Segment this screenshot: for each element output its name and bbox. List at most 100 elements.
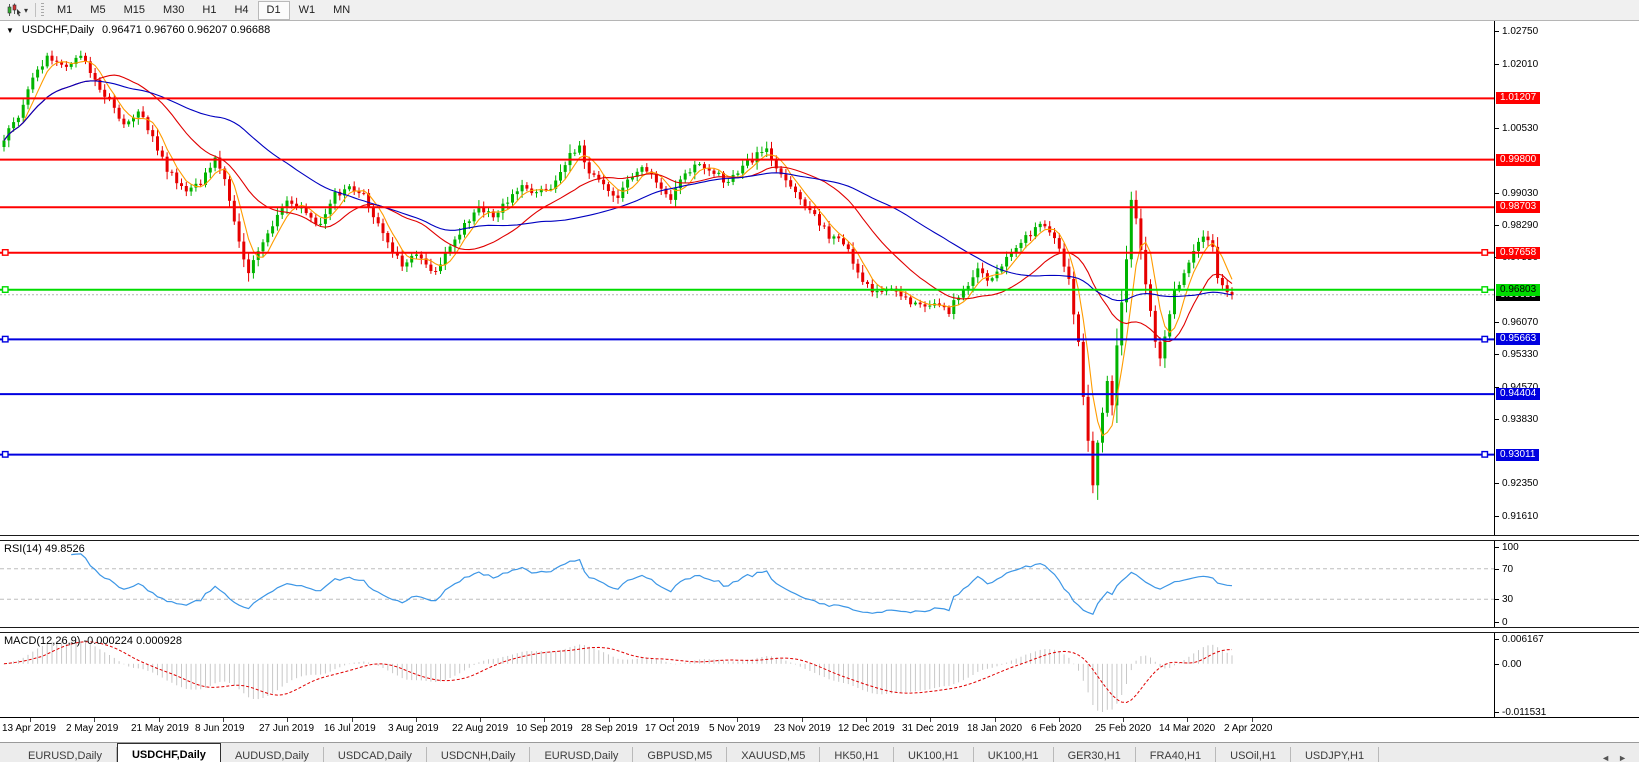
date-label: 6 Feb 2020: [1031, 723, 1082, 734]
hline-handle[interactable]: [1, 450, 9, 458]
macd-tick: 0.00: [1495, 658, 1521, 670]
chart-cursor-icon[interactable]: ▾: [2, 2, 32, 18]
macd-signal-line: [3, 641, 1233, 704]
hline-handle[interactable]: [1481, 248, 1489, 256]
date-label: 17 Oct 2019: [645, 723, 700, 734]
macd-tick: -0.011531: [1495, 706, 1546, 718]
hline-price-label: 1.01207: [1496, 92, 1541, 104]
timeframe-button-W1[interactable]: W1: [298, 3, 316, 16]
rsi-tick: 70: [1495, 563, 1513, 575]
chart-tab-xauusd-m5[interactable]: XAUUSD,M5: [727, 747, 821, 762]
time-tick: [352, 718, 353, 722]
macd-label: MACD(12,26,9) -0.000224 0.000928: [4, 635, 182, 647]
time-tick: [30, 718, 31, 722]
chart-tab-usdcad-daily[interactable]: USDCAD,Daily: [324, 747, 427, 762]
date-label: 2 Apr 2020: [1224, 723, 1273, 734]
price-tick: 0.94570: [1495, 381, 1538, 393]
time-tick: [1252, 718, 1253, 722]
tab-scroll-buttons: ◄ ►: [1601, 753, 1639, 762]
chart-tab-eurusd-daily[interactable]: EURUSD,Daily: [530, 747, 634, 762]
hline-price-label: 0.95663: [1496, 333, 1541, 345]
date-label: 2 May 2019: [66, 723, 119, 734]
price-axis[interactable]: 1.027501.020101.005300.990300.982900.975…: [1494, 21, 1639, 535]
chart-tab-eurusd-daily[interactable]: EURUSD,Daily: [14, 747, 117, 762]
date-label: 23 Nov 2019: [774, 723, 831, 734]
hline-handle[interactable]: [1, 286, 9, 293]
hline-handle[interactable]: [1, 248, 9, 256]
chart-tab-uk100-h1[interactable]: UK100,H1: [974, 747, 1054, 762]
tab-scroll-left-icon[interactable]: ◄: [1601, 753, 1611, 762]
rsi-tick: 30: [1495, 593, 1513, 605]
price-plot[interactable]: [0, 21, 1494, 535]
time-axis[interactable]: 13 Apr 2019 2 May 2019 21 May 2019 8 Jun 20…: [0, 717, 1639, 742]
macd-axis: 0.006167 0.00 -0.011531: [1494, 633, 1639, 718]
chart-tab-usoil-h1[interactable]: USOil,H1: [1216, 747, 1291, 762]
time-tick: [544, 718, 545, 722]
hline-handle[interactable]: [1481, 286, 1489, 293]
chart-title: ▼ USDCHF,Daily 0.96471 0.96760 0.96207 0…: [6, 24, 270, 36]
ma-5-line[interactable]: [3, 60, 1233, 437]
date-label: 31 Dec 2019: [902, 723, 959, 734]
price-tick: 0.95330: [1495, 348, 1538, 360]
chart-tab-ger30-h1[interactable]: GER30,H1: [1054, 747, 1136, 762]
timeframe-buttons: M1 M5 M15 M30 H1 H4 D1 W1 MN: [48, 0, 359, 20]
chart-tab-hk50-h1[interactable]: HK50,H1: [820, 747, 895, 762]
time-tick: [673, 718, 674, 722]
tab-scroll-right-icon[interactable]: ►: [1618, 753, 1627, 762]
chart-tab-usdcnh-daily[interactable]: USDCNH,Daily: [427, 747, 531, 762]
collapse-arrow-icon[interactable]: ▼: [6, 25, 14, 35]
hline-handle[interactable]: [1481, 335, 1489, 343]
hline-handle[interactable]: [1481, 450, 1489, 458]
toolbar-grip: [41, 3, 45, 17]
chart-tab-usdchf-daily[interactable]: USDCHF,Daily: [116, 743, 221, 762]
chart-tab-uk100-h1[interactable]: UK100,H1: [894, 747, 974, 762]
date-label: 21 May 2019: [131, 723, 189, 734]
price-tick: 0.93830: [1495, 413, 1538, 425]
chart-tab-usdjpy-h1[interactable]: USDJPY,H1: [1291, 747, 1380, 762]
timeframe-button-M1[interactable]: M1: [57, 3, 73, 16]
ma-20-line[interactable]: [3, 74, 1233, 342]
timeframe-button-M30[interactable]: M30: [162, 3, 185, 16]
chart-tab-bar: EURUSD,Daily USDCHF,Daily AUDUSD,Daily USDC…: [0, 742, 1639, 762]
time-tick: [737, 718, 738, 722]
timeframe-button-D1[interactable]: D1: [257, 0, 290, 20]
panel-separator[interactable]: [0, 535, 1639, 541]
time-tick: [287, 718, 288, 722]
chart-tab-audusd-daily[interactable]: AUDUSD,Daily: [221, 747, 324, 762]
macd-tick: 0.006167: [1495, 633, 1544, 645]
chart-window: 1.027501.020101.005300.990300.982900.975…: [0, 21, 1639, 742]
date-label: 3 Aug 2019: [388, 723, 439, 734]
time-tick: [1123, 718, 1124, 722]
date-label: 12 Dec 2019: [838, 723, 895, 734]
price-tick: 0.92350: [1495, 477, 1538, 489]
hline-price-label: 0.97658: [1496, 247, 1541, 259]
rsi-panel: 100 70 30 0 RSI(14) 49.8526: [0, 541, 1639, 628]
chart-ohlc-values: 0.96471 0.96760 0.96207 0.96688: [102, 24, 271, 36]
chart-tabs: EURUSD,Daily USDCHF,Daily AUDUSD,Daily USDC…: [0, 743, 1380, 762]
timeframe-button-H4[interactable]: H4: [234, 3, 249, 16]
price-tick: 0.98290: [1495, 219, 1538, 231]
hline-price-label: 0.94404: [1496, 388, 1541, 400]
timeframe-button-M5[interactable]: M5: [90, 3, 106, 16]
macd-panel: 0.006167 0.00 -0.011531 MACD(12,26,9) -0.0…: [0, 633, 1639, 718]
date-label: 27 Jun 2019: [259, 723, 315, 734]
timeframe-button-MN[interactable]: MN: [333, 3, 351, 16]
chart-tab-gbpusd-m5[interactable]: GBPUSD,M5: [633, 747, 728, 762]
panel-separator[interactable]: [0, 627, 1639, 633]
time-tick: [94, 718, 95, 722]
price-tick: 0.99030: [1495, 187, 1538, 199]
date-label: 8 Jun 2019: [195, 723, 245, 734]
macd-plot[interactable]: [0, 633, 1494, 717]
timeframe-button-M15[interactable]: M15: [123, 3, 145, 16]
date-label: 16 Jul 2019: [324, 723, 376, 734]
hline-handle[interactable]: [1, 335, 9, 343]
timeframe-button-H1[interactable]: H1: [202, 3, 217, 16]
hline-price-label: 0.96803: [1496, 284, 1541, 296]
price-tick: 0.96070: [1495, 316, 1538, 328]
time-tick: [995, 718, 996, 722]
time-tick: [802, 718, 803, 722]
date-label: 25 Feb 2020: [1095, 723, 1152, 734]
hline-price-label: 0.98703: [1496, 201, 1541, 213]
rsi-plot[interactable]: [0, 541, 1494, 627]
chart-tab-fra40-h1[interactable]: FRA40,H1: [1136, 747, 1217, 762]
